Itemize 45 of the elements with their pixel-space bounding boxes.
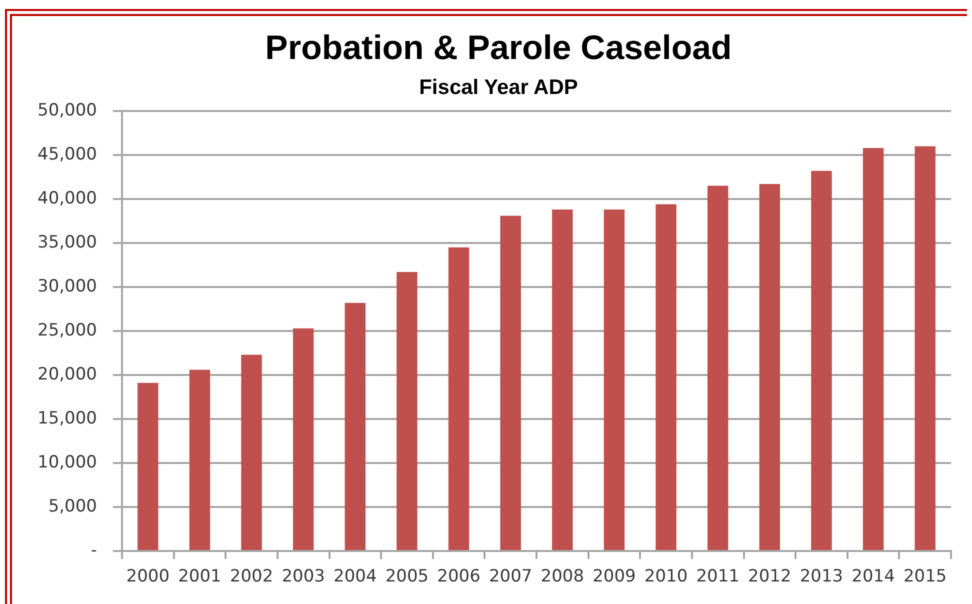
bar (914, 146, 936, 550)
y-tick-label: 30,000 (38, 276, 97, 296)
x-tick-label: 2000 (126, 566, 170, 587)
bar (292, 328, 314, 550)
x-tick-label: 2006 (437, 566, 480, 587)
y-tick-label: 10,000 (38, 452, 97, 472)
x-tick-label: 2003 (282, 566, 325, 587)
x-tick-label: 2012 (748, 566, 792, 587)
bar (500, 216, 521, 550)
y-tick-label: 50,000 (38, 100, 97, 120)
x-tick-label: 2004 (334, 566, 377, 587)
y-tick-label: 45,000 (38, 144, 97, 164)
bar (448, 247, 470, 550)
bar (862, 148, 884, 550)
x-tick-label: 2009 (592, 566, 636, 587)
x-tick-label: 2014 (852, 566, 895, 587)
y-tick-label: - (90, 540, 97, 560)
x-tick-label: 2011 (696, 566, 740, 587)
chart-title: Probation & Parole Caseload (264, 28, 733, 68)
bar (707, 186, 728, 550)
x-tick-label: 2005 (385, 566, 429, 587)
bar (552, 210, 573, 550)
bar (138, 382, 158, 550)
bar (189, 370, 210, 550)
y-tick-label: 20,000 (38, 364, 97, 384)
x-tick-label: 2001 (178, 566, 222, 587)
bar (396, 272, 418, 550)
x-tick-label: 2013 (800, 566, 844, 587)
bar (656, 204, 676, 550)
bar (344, 302, 366, 550)
bar (241, 354, 262, 550)
x-tick-label: 2010 (644, 566, 688, 587)
y-tick-label: 15,000 (38, 408, 97, 428)
x-tick-label: 2002 (230, 566, 274, 587)
bar (604, 210, 625, 550)
y-tick-label: 40,000 (38, 188, 97, 208)
y-tick-label: 5,000 (48, 496, 97, 516)
x-tick-label: 2015 (903, 566, 947, 587)
bar (811, 170, 832, 550)
y-tick-label: 35,000 (38, 232, 97, 252)
bar (759, 184, 780, 550)
x-tick-label: 2008 (540, 566, 584, 587)
chart-subtitle: Fiscal Year ADP (418, 76, 579, 100)
x-tick-label: 2007 (488, 566, 532, 587)
y-tick-label: 25,000 (38, 320, 97, 340)
